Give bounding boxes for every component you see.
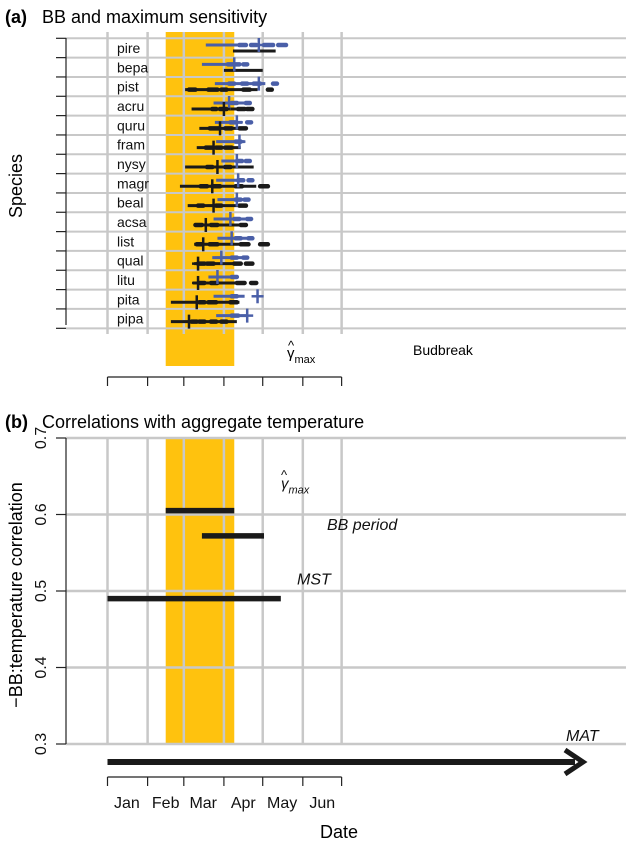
x-tick-label-apr: Apr — [231, 795, 257, 812]
panel-b-title: Correlations with aggregate temperature — [42, 412, 364, 432]
species-label-list: list — [117, 233, 134, 249]
species-label-pita: pita — [117, 291, 140, 307]
mst-label: MST — [297, 572, 332, 589]
panel-b-label: (b) — [5, 412, 28, 432]
gamma-hat-b: ^ — [281, 468, 288, 483]
bb-period-label: BB period — [327, 517, 398, 534]
species-label-qual: qual — [117, 253, 143, 269]
x-tick-label-feb: Feb — [152, 795, 180, 812]
species-label-acsa: acsa — [117, 214, 147, 230]
species-label-pire: pire — [117, 40, 141, 56]
species-label-litu: litu — [117, 272, 135, 288]
species-label-acru: acru — [117, 98, 144, 114]
panel-a-label: (a) — [5, 7, 27, 27]
x-tick-label-jan: Jan — [114, 795, 140, 812]
y-tick-label: 0.6 — [33, 503, 50, 525]
species-label-nysy: nysy — [117, 156, 146, 172]
panel-b-y-axis: 0.3 0.4 0.5 0.6 0.7 — [33, 427, 67, 755]
species-labels: pire bepa pist acru quru fram nysy magr beal acsa… — [117, 40, 149, 327]
species-label-pipa: pipa — [117, 311, 144, 327]
panel-a-y-ticks — [56, 37, 67, 329]
panel-a-gridlines — [66, 32, 626, 334]
panel-b-gridlines — [66, 436, 626, 746]
y-tick-label: 0.4 — [33, 656, 50, 678]
y-tick-label: 0.7 — [33, 427, 50, 449]
budbreak-label: Budbreak — [413, 342, 474, 358]
y-tick-label: 0.5 — [33, 580, 50, 602]
x-tick-label-may: May — [267, 795, 297, 812]
panel-a-title: BB and maximum sensitivity — [42, 7, 267, 27]
mat-arrowhead — [563, 747, 588, 777]
panel-b-y-axis-label: −BB:temperature correlation — [6, 482, 26, 708]
y-tick-label: 0.3 — [33, 733, 50, 755]
gamma-max-label-a: γmax — [287, 345, 316, 366]
x-tick-label-mar: Mar — [189, 795, 217, 812]
species-label-magr: magr — [117, 175, 149, 191]
mat-label: MAT — [566, 728, 600, 745]
species-label-beal: beal — [117, 195, 143, 211]
panel-a: pire bepa pist acru quru fram nysy magr beal acsa… — [5, 7, 626, 386]
panel-b: 0.3 0.4 0.5 0.6 0.7 γmax^ BB period MST MAT (b)… — [5, 412, 626, 841]
panel-a-y-axis-label: Species — [6, 154, 26, 218]
panel-a-x-axis — [106, 376, 343, 386]
x-axis-title: Date — [320, 822, 358, 841]
panel-a-marks — [170, 38, 289, 329]
species-label-fram: fram — [117, 137, 145, 153]
gamma-hat-a: ^ — [288, 338, 295, 353]
species-label-bepa: bepa — [117, 59, 148, 75]
species-label-quru: quru — [117, 117, 145, 133]
panel-b-x-axis: Jan Feb Mar Apr May Jun — [106, 776, 343, 812]
gamma-max-label-b: γmax — [281, 476, 310, 497]
species-label-pist: pist — [117, 79, 139, 95]
x-tick-label-jun: Jun — [309, 795, 335, 812]
panel-b-marks: γmax^ BB period MST MAT — [107, 468, 600, 777]
